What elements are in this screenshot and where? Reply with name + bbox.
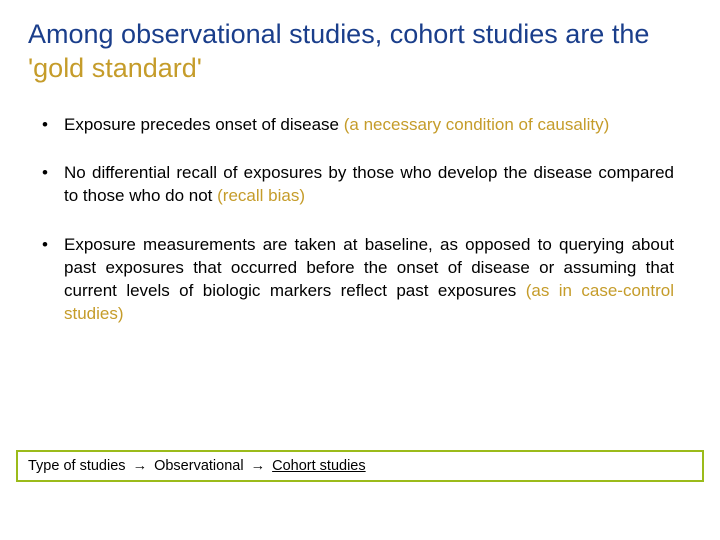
paren-close: ): [118, 304, 124, 323]
breadcrumb-a: Type of studies: [28, 458, 126, 474]
slide-title: Among observational studies, cohort stud…: [28, 18, 692, 86]
bullet-list: Exposure precedes onset of disease (a ne…: [28, 114, 674, 327]
title-quote-close: ': [197, 53, 202, 83]
slide-container: Among observational studies, cohort stud…: [0, 0, 720, 540]
bullet-text: Exposure precedes onset of disease: [64, 115, 344, 134]
bullet-item: Exposure precedes onset of disease (a ne…: [64, 114, 674, 137]
bullet-item: Exposure measurements are taken at basel…: [64, 234, 674, 326]
title-highlight: gold standard: [33, 53, 197, 83]
bullet-text: No differential recall of exposures by t…: [64, 163, 674, 205]
arrow-icon: →: [251, 458, 266, 474]
paren-body: a necessary condition of causality: [349, 115, 603, 134]
breadcrumb-c: Cohort studies: [272, 458, 366, 474]
breadcrumb-b: Observational: [154, 458, 243, 474]
paren-close: ): [299, 186, 305, 205]
breadcrumb: Type of studies → Observational → Cohort…: [16, 450, 704, 482]
paren-body: recall bias: [223, 186, 300, 205]
title-text-a: Among observational studies, cohort stud…: [28, 19, 649, 49]
bullet-item: No differential recall of exposures by t…: [64, 162, 674, 208]
arrow-icon: →: [133, 458, 148, 474]
paren-close: ): [604, 115, 610, 134]
